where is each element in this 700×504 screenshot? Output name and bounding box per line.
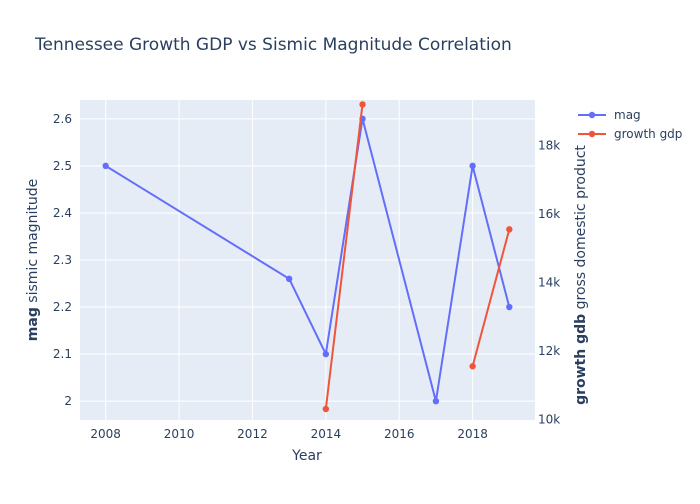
x-tick-label: 2016: [384, 427, 415, 441]
y-tick-label: 2.1: [53, 347, 72, 361]
y2-tick-label: 14k: [538, 275, 560, 289]
legend-marker-mag: [588, 111, 596, 119]
y2-tick-label: 12k: [538, 344, 560, 358]
data-point-growth-gdp: [469, 363, 476, 370]
y-tick-label: 2: [64, 394, 72, 408]
series-line-growth-gdp: [471, 229, 511, 367]
data-point-growth-gdp: [506, 226, 513, 233]
y-tick-label: 2.2: [53, 300, 72, 314]
data-point-mag: [506, 303, 513, 311]
y-tick-label: 2.5: [53, 159, 72, 173]
y-tick-label: 2.4: [53, 206, 72, 220]
legend-label-growth-gdp: growth gdp: [614, 127, 682, 141]
y2-tick-label: 10k: [538, 412, 560, 426]
chart-title: Tennessee Growth GDP vs Sismic Magnitude…: [34, 35, 512, 55]
y2-tick-label: 16k: [538, 207, 560, 221]
x-axis-title: Year: [291, 448, 322, 464]
legend-label-mag: mag: [614, 108, 641, 122]
data-point-mag: [469, 162, 476, 170]
x-tick-label: 2010: [164, 427, 195, 441]
legend-marker-growth-gdp: [588, 130, 596, 138]
series-line-growth-gdp: [324, 104, 364, 410]
y2-axis-title: growth gdb gross domestic product: [573, 145, 589, 405]
y-tick-label: 2.6: [53, 112, 72, 126]
data-point-mag: [432, 397, 440, 405]
data-point-mag: [102, 162, 109, 170]
data-point-mag: [285, 275, 293, 283]
x-tick-label: 2014: [311, 427, 342, 441]
y2-tick-label: 18k: [538, 139, 560, 153]
y-axis-title-bold: mag: [25, 307, 41, 341]
x-tick-label: 2018: [457, 427, 488, 441]
data-point-mag: [322, 350, 330, 358]
x-tick-label: 2008: [90, 427, 121, 441]
data-point-growth-gdp: [359, 101, 366, 108]
y-axis-title: mag sismic magnitude: [25, 179, 41, 341]
y-tick-label: 2.3: [53, 253, 72, 267]
data-point-growth-gdp: [322, 405, 330, 413]
x-tick-label: 2012: [237, 427, 268, 441]
y2-axis-title-rest: gross domestic product: [573, 145, 589, 314]
y-axis-title-rest: sismic magnitude: [25, 179, 41, 307]
y2-axis-title-bold: growth gdb: [573, 314, 589, 405]
